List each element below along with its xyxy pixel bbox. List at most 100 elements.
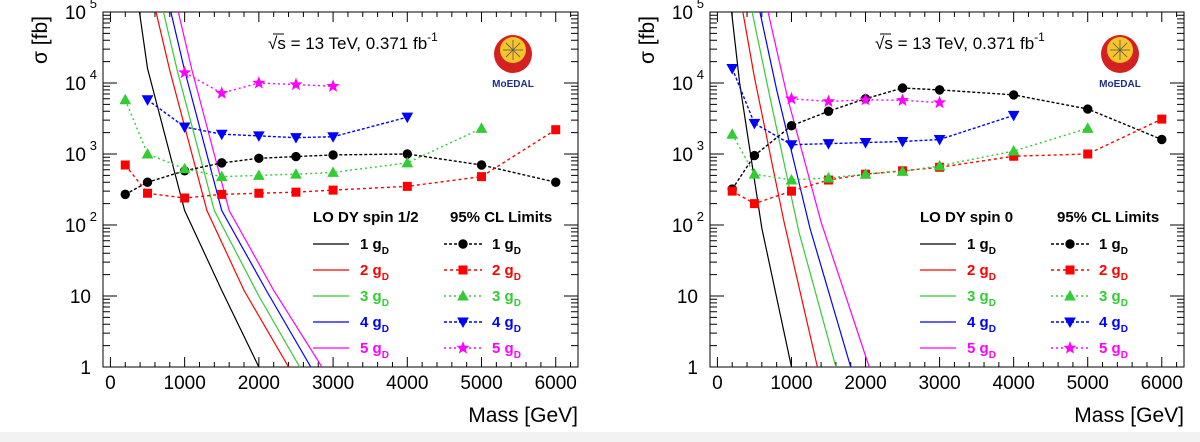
x-tick-label: 4000 — [386, 373, 428, 394]
theory-curve-1gd — [138, 12, 260, 367]
logo-ray — [505, 49, 514, 58]
x-axis-title: Mass [GeV] — [1074, 404, 1184, 427]
y-tick-label: 1 — [687, 358, 698, 379]
legend-theory-label: 3 gD — [360, 288, 389, 309]
limit-point-2gd — [328, 185, 338, 195]
moedal-logo: MoEDAL — [1099, 35, 1141, 90]
limit-point-2gd — [749, 199, 759, 209]
y-tick-label: 10 — [672, 3, 693, 24]
legend-theory-label: 3 gD — [967, 288, 996, 309]
theory-curve-5gd — [767, 12, 870, 367]
legend-theory-label: 4 gD — [967, 314, 996, 335]
limit-point-2gd — [254, 188, 264, 198]
limit-point-1gd — [1008, 90, 1019, 100]
x-tick-label: 4000 — [993, 373, 1035, 394]
legend-limit-label: 4 gD — [492, 314, 521, 335]
limit-point-5gd — [326, 79, 340, 92]
legend-theory-label: 2 gD — [967, 262, 996, 283]
limit-point-5gd — [784, 91, 799, 105]
legend-limit-label: 5 gD — [1099, 340, 1128, 361]
logo-ray — [1119, 49, 1128, 58]
y-tick-label: 10 — [65, 145, 86, 166]
limit-point-1gd — [786, 121, 797, 131]
y-tick-exponent: 3 — [697, 138, 704, 153]
legend-limit-label: 1 gD — [1099, 236, 1128, 257]
limit-point-5gd — [289, 77, 303, 91]
legend-limit-marker — [1064, 289, 1076, 301]
moedal-logo: MoEDAL — [492, 35, 534, 90]
y-tick-exponent: 5 — [697, 0, 704, 11]
limit-point-4gd — [141, 95, 154, 106]
plot-spin-half: 0 1000 2000 3000 4000 5000 6000 1 10 10 2 10 3 10 4 10 5… — [29, 0, 579, 427]
limit-point-4gd — [401, 112, 414, 124]
limit-point-4gd — [290, 133, 302, 144]
limit-point-1gd — [217, 158, 227, 168]
legend: LO DY spin 0 95% CL Limits 1 gD 1 gD 2 gD 2 g… — [920, 209, 1159, 361]
limit-point-4gd — [327, 132, 339, 143]
y-tick-label: 10 — [672, 216, 693, 237]
limit-point-2gd — [217, 189, 227, 199]
plot-frame — [709, 11, 1185, 368]
logo-ray — [512, 49, 521, 58]
x-tick-label: 5000 — [460, 373, 502, 394]
limit-point-3gd — [475, 122, 488, 133]
y-tick-exponent: 5 — [90, 0, 97, 11]
limit-point-4gd — [933, 135, 946, 146]
limit-point-1gd — [823, 106, 834, 116]
limit-point-1gd — [749, 150, 760, 161]
logo-ray — [1119, 42, 1128, 51]
limit-point-2gd — [120, 160, 130, 170]
legend-limit-label: 3 gD — [1099, 288, 1128, 309]
limit-line-1gd — [124, 153, 556, 195]
y-tick-label: 1 — [80, 358, 91, 379]
legend-limit-marker — [1063, 341, 1077, 354]
limit-point-3gd — [785, 173, 798, 185]
limit-point-4gd — [1007, 110, 1020, 122]
limit-point-1gd — [328, 150, 338, 160]
legend-limit-heading: 95% CL Limits — [450, 209, 552, 226]
plot-frame — [102, 11, 579, 368]
limit-point-5gd — [858, 92, 873, 106]
x-axis-title: Mass [GeV] — [468, 404, 578, 427]
logo-ray — [505, 42, 514, 51]
limit-point-4gd — [178, 122, 191, 134]
theory-curve-4gd — [759, 12, 852, 367]
y-tick-exponent: 4 — [90, 67, 97, 82]
x-tick-label: 5000 — [1067, 373, 1109, 394]
limit-point-2gd — [727, 186, 737, 196]
x-tick-label: 1000 — [770, 373, 812, 394]
limit-point-4gd — [726, 64, 739, 75]
limit-point-5gd — [932, 95, 947, 109]
limit-line-4gd — [731, 68, 1014, 146]
theory-curve-4gd — [170, 12, 312, 367]
limit-point-3gd — [119, 93, 132, 105]
limit-point-1gd — [934, 85, 945, 95]
limit-point-4gd — [215, 129, 228, 141]
x-tick-label: 1000 — [164, 373, 206, 394]
logo-ray — [1112, 42, 1121, 51]
limit-point-4gd — [785, 140, 798, 151]
y-tick-label: 10 — [677, 287, 698, 308]
legend-theory-label: 5 gD — [360, 340, 389, 361]
limit-point-3gd — [327, 166, 339, 177]
limit-point-2gd — [1157, 114, 1167, 124]
limit-point-1gd — [291, 151, 301, 162]
limit-point-1gd — [551, 177, 561, 187]
limit-point-4gd — [748, 118, 761, 130]
energy-annotation: √s = 13 TeV, 0.371 fb-1 — [268, 30, 438, 53]
theory-curve-1gd — [730, 12, 793, 367]
limit-point-3gd — [1007, 145, 1020, 156]
y-tick-label: 10 — [65, 74, 86, 95]
limit-point-5gd — [252, 76, 266, 89]
legend-limit-marker — [456, 341, 470, 354]
theory-curve-2gd — [742, 12, 818, 367]
limit-point-2gd — [1083, 149, 1093, 159]
limit-point-2gd — [291, 187, 301, 197]
limit-point-2gd — [477, 172, 487, 182]
limit-point-5gd — [178, 65, 192, 79]
limit-line-2gd — [124, 129, 557, 199]
limit-point-5gd — [895, 93, 910, 106]
legend-limit-label: 1 gD — [492, 236, 521, 257]
y-tick-exponent: 4 — [697, 67, 704, 82]
